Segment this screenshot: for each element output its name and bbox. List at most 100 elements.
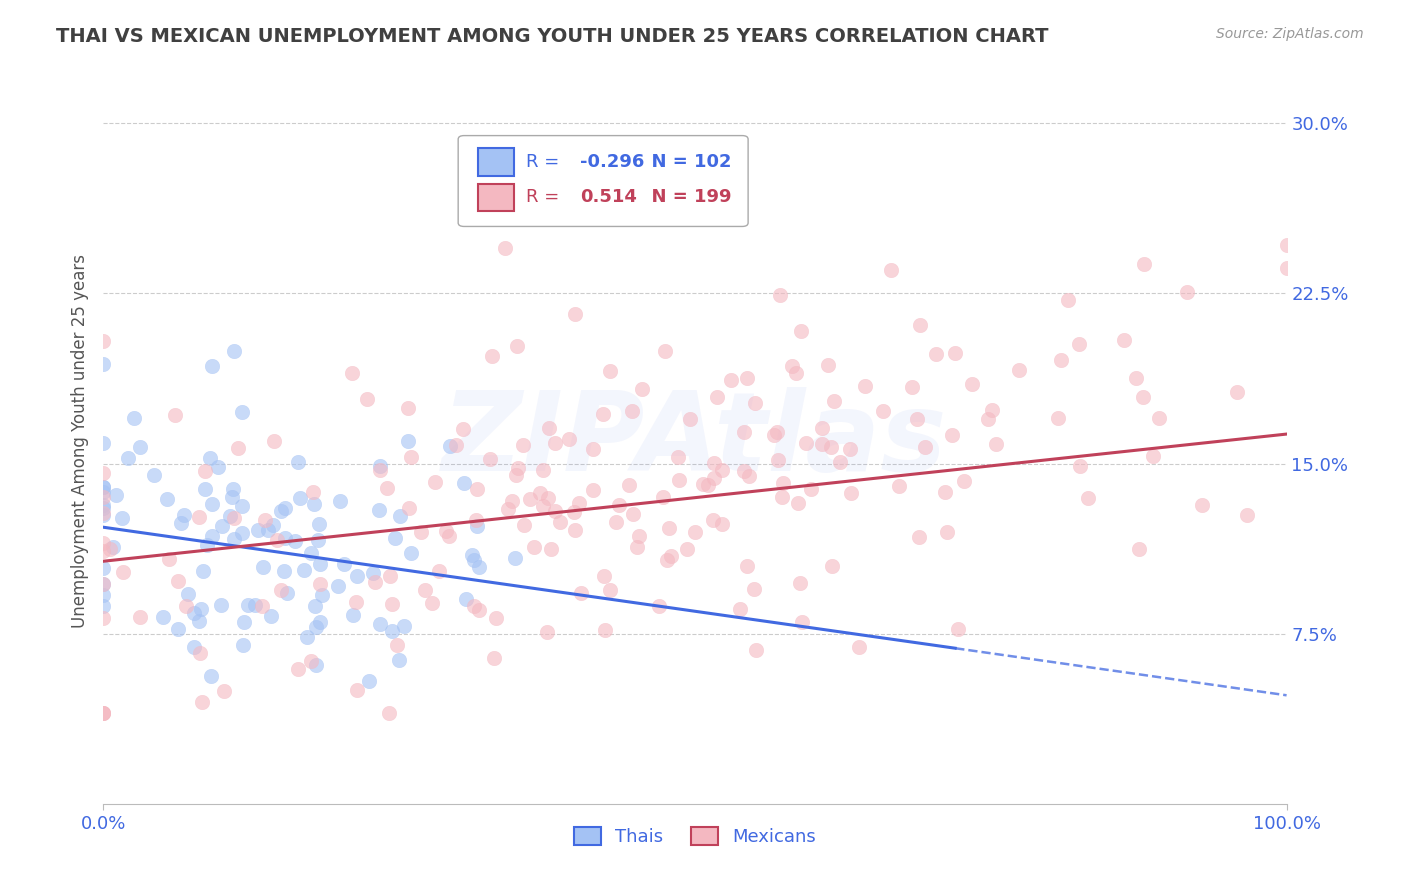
Point: [91, 480, 114, 494]
Point: [980, 403, 1002, 417]
Point: [548, 515, 571, 529]
Point: [531, 499, 554, 513]
Point: [703, 471, 725, 485]
Point: [91, 357, 114, 371]
Point: [785, 366, 807, 380]
Point: [342, 366, 364, 380]
Point: [304, 599, 326, 613]
Point: [733, 463, 755, 477]
Point: [361, 566, 384, 580]
Point: [270, 503, 292, 517]
Point: [101, 540, 124, 554]
Point: [201, 529, 224, 543]
Point: [396, 434, 419, 448]
Point: [142, 467, 165, 482]
Point: [1132, 390, 1154, 404]
Point: [222, 482, 245, 496]
Text: THAI VS MEXICAN UNEMPLOYMENT AMONG YOUTH UNDER 25 YEARS CORRELATION CHART: THAI VS MEXICAN UNEMPLOYMENT AMONG YOUTH…: [56, 27, 1049, 45]
Point: [91, 706, 114, 721]
Point: [368, 458, 391, 473]
Point: [780, 359, 803, 373]
Point: [342, 607, 364, 622]
Point: [503, 550, 526, 565]
Point: [212, 684, 235, 698]
Point: [621, 404, 644, 418]
Point: [481, 350, 503, 364]
Point: [183, 606, 205, 620]
Point: [211, 518, 233, 533]
Point: [246, 523, 269, 537]
Point: [193, 564, 215, 578]
Point: [307, 533, 329, 548]
Text: -0.296: -0.296: [581, 153, 644, 170]
Point: [257, 523, 280, 537]
Point: [183, 640, 205, 655]
Point: [232, 638, 254, 652]
Point: [820, 441, 842, 455]
Text: N = 199: N = 199: [640, 188, 731, 206]
Point: [463, 553, 485, 567]
Point: [599, 582, 621, 597]
Point: [173, 508, 195, 522]
Point: [880, 263, 903, 277]
Point: [332, 558, 354, 572]
Point: [544, 504, 567, 518]
Point: [658, 521, 681, 535]
Point: [568, 496, 591, 510]
Point: [648, 599, 671, 613]
Point: [454, 592, 477, 607]
Point: [794, 436, 817, 450]
Point: [399, 450, 422, 464]
Point: [564, 307, 586, 321]
Point: [91, 485, 114, 500]
Point: [465, 482, 488, 496]
Point: [651, 490, 673, 504]
Point: [98, 542, 121, 557]
Point: [105, 488, 128, 502]
Point: [346, 683, 368, 698]
Point: [478, 452, 501, 467]
Point: [790, 615, 813, 629]
Point: [221, 491, 243, 505]
Point: [582, 483, 605, 498]
Point: [378, 706, 401, 721]
Point: [364, 575, 387, 590]
Y-axis label: Unemployment Among Youth under 25 years: Unemployment Among Youth under 25 years: [72, 254, 89, 628]
Point: [201, 497, 224, 511]
Point: [188, 646, 211, 660]
Point: [91, 480, 114, 494]
Point: [91, 706, 114, 721]
Point: [730, 602, 752, 616]
Point: [91, 611, 114, 625]
Point: [191, 695, 214, 709]
Point: [1191, 498, 1213, 512]
Point: [593, 569, 616, 583]
Point: [188, 614, 211, 628]
Point: [811, 420, 834, 434]
Point: [344, 595, 367, 609]
Point: [738, 469, 761, 483]
Point: [823, 394, 845, 409]
Point: [654, 343, 676, 358]
Point: [1275, 238, 1298, 252]
Point: [91, 500, 114, 515]
Point: [599, 364, 621, 378]
Point: [273, 565, 295, 579]
Point: [91, 499, 114, 513]
Point: [745, 642, 768, 657]
Point: [91, 435, 114, 450]
Point: [914, 440, 936, 454]
Point: [569, 586, 592, 600]
Point: [564, 523, 586, 537]
Point: [519, 492, 541, 507]
Point: [463, 599, 485, 613]
Point: [772, 475, 794, 490]
Point: [437, 529, 460, 543]
Point: [733, 425, 755, 439]
Point: [389, 509, 412, 524]
Legend: Thais, Mexicans: Thais, Mexicans: [567, 820, 823, 854]
Point: [595, 623, 617, 637]
Point: [387, 638, 409, 652]
Point: [177, 587, 200, 601]
Point: [536, 624, 558, 639]
